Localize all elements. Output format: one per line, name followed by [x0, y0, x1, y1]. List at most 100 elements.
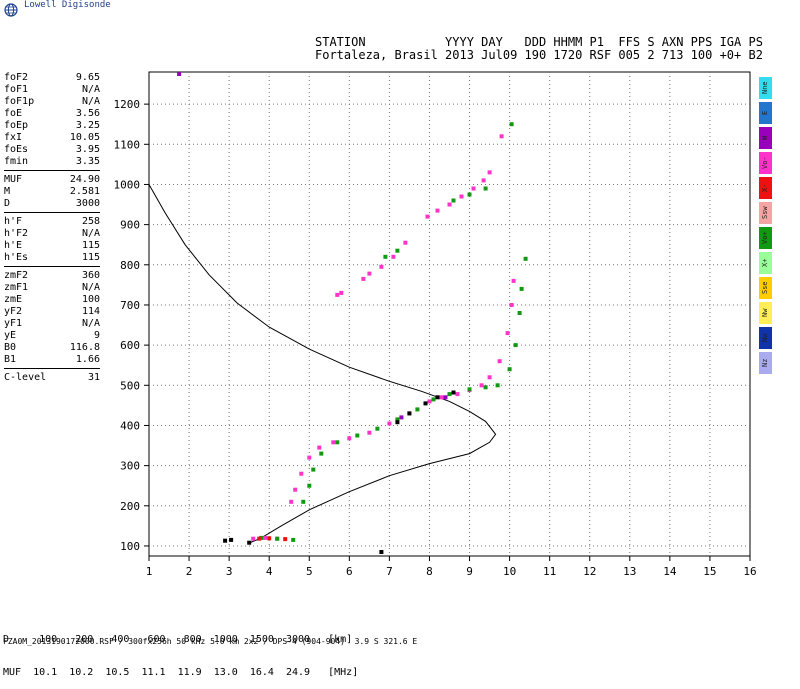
param-name: foE [4, 108, 23, 119]
param-row: foE 3.56 [4, 108, 100, 120]
x-tick-label: 12 [583, 565, 596, 578]
echo-point [479, 383, 484, 388]
muf-table-muf-row: MUF 10.1 10.2 10.5 11.1 11.9 13.0 16.4 2… [3, 667, 359, 678]
echo-point [291, 537, 296, 542]
echo-point [483, 385, 488, 390]
echo-point [339, 290, 344, 295]
legend-label: Ssw [761, 206, 769, 220]
x-tick-label: 2 [186, 565, 193, 578]
param-row: foF1p N/A [4, 96, 100, 108]
echo-point [307, 483, 312, 488]
parameters-panel: foF2 9.65 foF1 N/A foF1p N/A foE 3.56 foEp 3.25 fx… [4, 72, 100, 384]
x-tick-label: 6 [346, 565, 353, 578]
param-name: zmF1 [4, 282, 29, 293]
muf-table: D 100 200 400 600 800 1000 1500 3000 [km… [3, 612, 358, 689]
param-name: M [4, 186, 11, 197]
echo-point [379, 264, 384, 269]
legend-swatch: W [759, 127, 772, 149]
param-value: 24.90 [69, 174, 100, 185]
echo-point [223, 538, 228, 543]
param-value: 115 [81, 252, 100, 263]
param-value: 3.25 [75, 120, 100, 131]
x-tick-label: 5 [306, 565, 313, 578]
param-row: foEs 3.95 [4, 144, 100, 156]
legend-label: Nne [761, 81, 769, 95]
param-row: C-level 31 [4, 372, 100, 384]
param-row: foEp 3.25 [4, 120, 100, 132]
param-value: 115 [81, 240, 100, 251]
echo-point [319, 451, 324, 456]
param-name: h'F [4, 216, 23, 227]
echo-point [361, 276, 366, 281]
x-tick-label: 10 [503, 565, 516, 578]
echo-point [483, 186, 488, 191]
param-name: fxI [4, 132, 23, 143]
echo-point [439, 395, 444, 400]
echo-point [481, 178, 486, 183]
echo-point [497, 359, 502, 364]
echo-point [267, 536, 272, 541]
echo-point [395, 248, 400, 253]
param-value: N/A [81, 228, 100, 239]
param-row: fxI 10.05 [4, 132, 100, 144]
param-row: yF1 N/A [4, 318, 100, 330]
x-tick-label: 15 [703, 565, 716, 578]
param-name: h'Es [4, 252, 29, 263]
y-tick-label: 1200 [114, 98, 141, 111]
electron-density-profile-line [148, 184, 497, 544]
param-row: foF1 N/A [4, 84, 100, 96]
header-values: Fortaleza, Brasil 2013 Jul09 190 1720 RS… [315, 48, 763, 62]
echo-point [317, 445, 322, 450]
param-row: B1 1.66 [4, 354, 100, 366]
echo-point [425, 214, 430, 219]
x-tick-label: 7 [386, 565, 393, 578]
y-tick-label: 700 [120, 299, 140, 312]
param-value: N/A [81, 318, 100, 329]
param-row: yF2 114 [4, 306, 100, 318]
echo-point [467, 192, 472, 197]
param-row: h'Es 115 [4, 252, 100, 264]
echo-point [311, 467, 316, 472]
param-name: B1 [4, 354, 17, 365]
param-name: yF2 [4, 306, 23, 317]
y-tick-label: 500 [120, 379, 140, 392]
param-row: MUF 24.90 [4, 174, 100, 186]
legend-label: Nw [761, 308, 769, 318]
echo-point [395, 417, 400, 422]
param-name: B0 [4, 342, 17, 353]
param-row: D 3000 [4, 198, 100, 210]
param-name: D [4, 198, 11, 209]
echo-point [331, 440, 336, 445]
brand-name: Lowell Digisonde [24, 0, 111, 10]
legend-swatch: E [759, 102, 772, 124]
echo-point [395, 420, 400, 425]
echo-point [257, 536, 262, 541]
echo-point [435, 395, 440, 400]
header-labels: STATION YYYY DAY DDD HHMM P1 FFS S AXN P… [315, 35, 763, 49]
param-name: foF1p [4, 96, 35, 107]
param-value: N/A [81, 282, 100, 293]
param-name: zmE [4, 294, 23, 305]
param-row: B0 116.8 [4, 342, 100, 354]
file-info-footer: FZA0M_2013190172000.RSF / 300fx256h 50 k… [3, 637, 418, 646]
globe-logo-icon [4, 2, 24, 22]
param-separator [4, 212, 100, 213]
y-tick-label: 200 [120, 500, 140, 513]
param-name: foEp [4, 120, 29, 131]
legend-label: E [761, 110, 769, 116]
x-tick-label: 9 [466, 565, 473, 578]
legend-label: Vo+ [761, 231, 769, 245]
param-value: 114 [81, 306, 100, 317]
echo-point [511, 278, 516, 283]
echo-point [443, 395, 448, 400]
echo-point [229, 537, 234, 542]
param-value: 100 [81, 294, 100, 305]
echo-point [487, 375, 492, 380]
x-tick-label: 8 [426, 565, 433, 578]
param-name: foF2 [4, 72, 29, 83]
param-name: MUF [4, 174, 23, 185]
param-separator [4, 170, 100, 171]
param-value: N/A [81, 84, 100, 95]
param-value: 3.95 [75, 144, 100, 155]
echo-point [471, 186, 476, 191]
